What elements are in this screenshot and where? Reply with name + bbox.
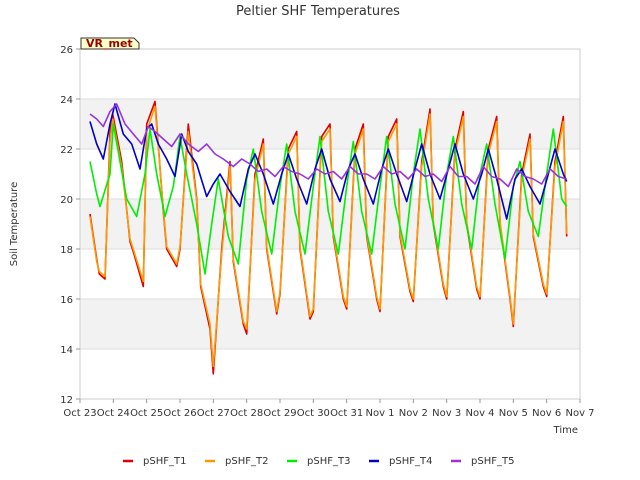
x-tick-label: Oct 25 <box>130 408 163 419</box>
series-line-pshf-t5 <box>89 103 567 188</box>
x-tick-label: Oct 23 <box>63 408 96 419</box>
x-tick-label: Nov 4 <box>465 408 494 419</box>
y-tick-label: 20 <box>60 195 73 206</box>
x-tick-label: Oct 24 <box>97 408 130 419</box>
y-axis-label: Soil Temperature <box>9 182 20 267</box>
series-line-pshf-t3 <box>89 123 568 275</box>
x-tick-label: Nov 2 <box>399 408 428 419</box>
plot-band <box>80 199 580 249</box>
y-tick-label: 26 <box>60 45 73 56</box>
legend-item-pshf-t4: pSHF_T4 <box>369 456 432 467</box>
plot-band <box>80 299 580 349</box>
plot-background <box>80 49 580 399</box>
series-line-pshf-t4 <box>89 103 568 220</box>
x-tick-label: Nov 6 <box>532 408 561 419</box>
y-tick-label: 18 <box>60 245 73 256</box>
legend-label: pSHF_T2 <box>225 456 268 467</box>
legend: pSHF_T1 pSHF_T2 pSHF_T3 pSHF_T4 pSHF_T5 <box>123 456 514 467</box>
y-axis-ticks: 12 14 16 18 20 22 24 26 <box>60 45 80 406</box>
legend-label: pSHF_T4 <box>389 456 432 467</box>
x-tick-label: Nov 7 <box>565 408 594 419</box>
chart-title: Peltier SHF Temperatures <box>236 4 400 19</box>
legend-label: pSHF_T1 <box>143 456 186 467</box>
badge-label: VR_met <box>86 37 133 50</box>
x-tick-label: Oct 27 <box>197 408 230 419</box>
x-tick-label: Nov 1 <box>365 408 394 419</box>
legend-label: pSHF_T3 <box>307 456 350 467</box>
legend-item-pshf-t2: pSHF_T2 <box>205 456 268 467</box>
x-tick-label: Oct 30 <box>297 408 330 419</box>
vr-met-badge: VR_met <box>80 37 140 50</box>
x-tick-label: Nov 3 <box>432 408 461 419</box>
y-tick-label: 14 <box>60 345 73 356</box>
x-tick-label: Nov 5 <box>499 408 528 419</box>
x-tick-label: Oct 28 <box>230 408 263 419</box>
x-tick-label: Oct 29 <box>263 408 296 419</box>
legend-item-pshf-t3: pSHF_T3 <box>287 456 350 467</box>
series-line-pshf-t2 <box>89 105 568 368</box>
badge-box <box>80 37 140 50</box>
x-tick-label: Oct 31 <box>330 408 363 419</box>
x-axis-ticks: Oct 23 Oct 24 Oct 25 Oct 26 Oct 27 Oct 28 Oct … <box>63 399 595 419</box>
plot-frame <box>79 48 581 400</box>
legend-label: pSHF_T5 <box>471 456 514 467</box>
y-tick-label: 12 <box>60 395 73 406</box>
y-tick-label: 16 <box>60 295 73 306</box>
x-axis-label: Time <box>553 425 578 436</box>
x-tick-label: Oct 26 <box>163 408 196 419</box>
series-layer <box>89 100 568 375</box>
legend-item-pshf-t1: pSHF_T1 <box>123 456 186 467</box>
legend-item-pshf-t5: pSHF_T5 <box>451 456 514 467</box>
y-tick-label: 22 <box>60 145 73 156</box>
y-tick-label: 24 <box>60 95 73 106</box>
